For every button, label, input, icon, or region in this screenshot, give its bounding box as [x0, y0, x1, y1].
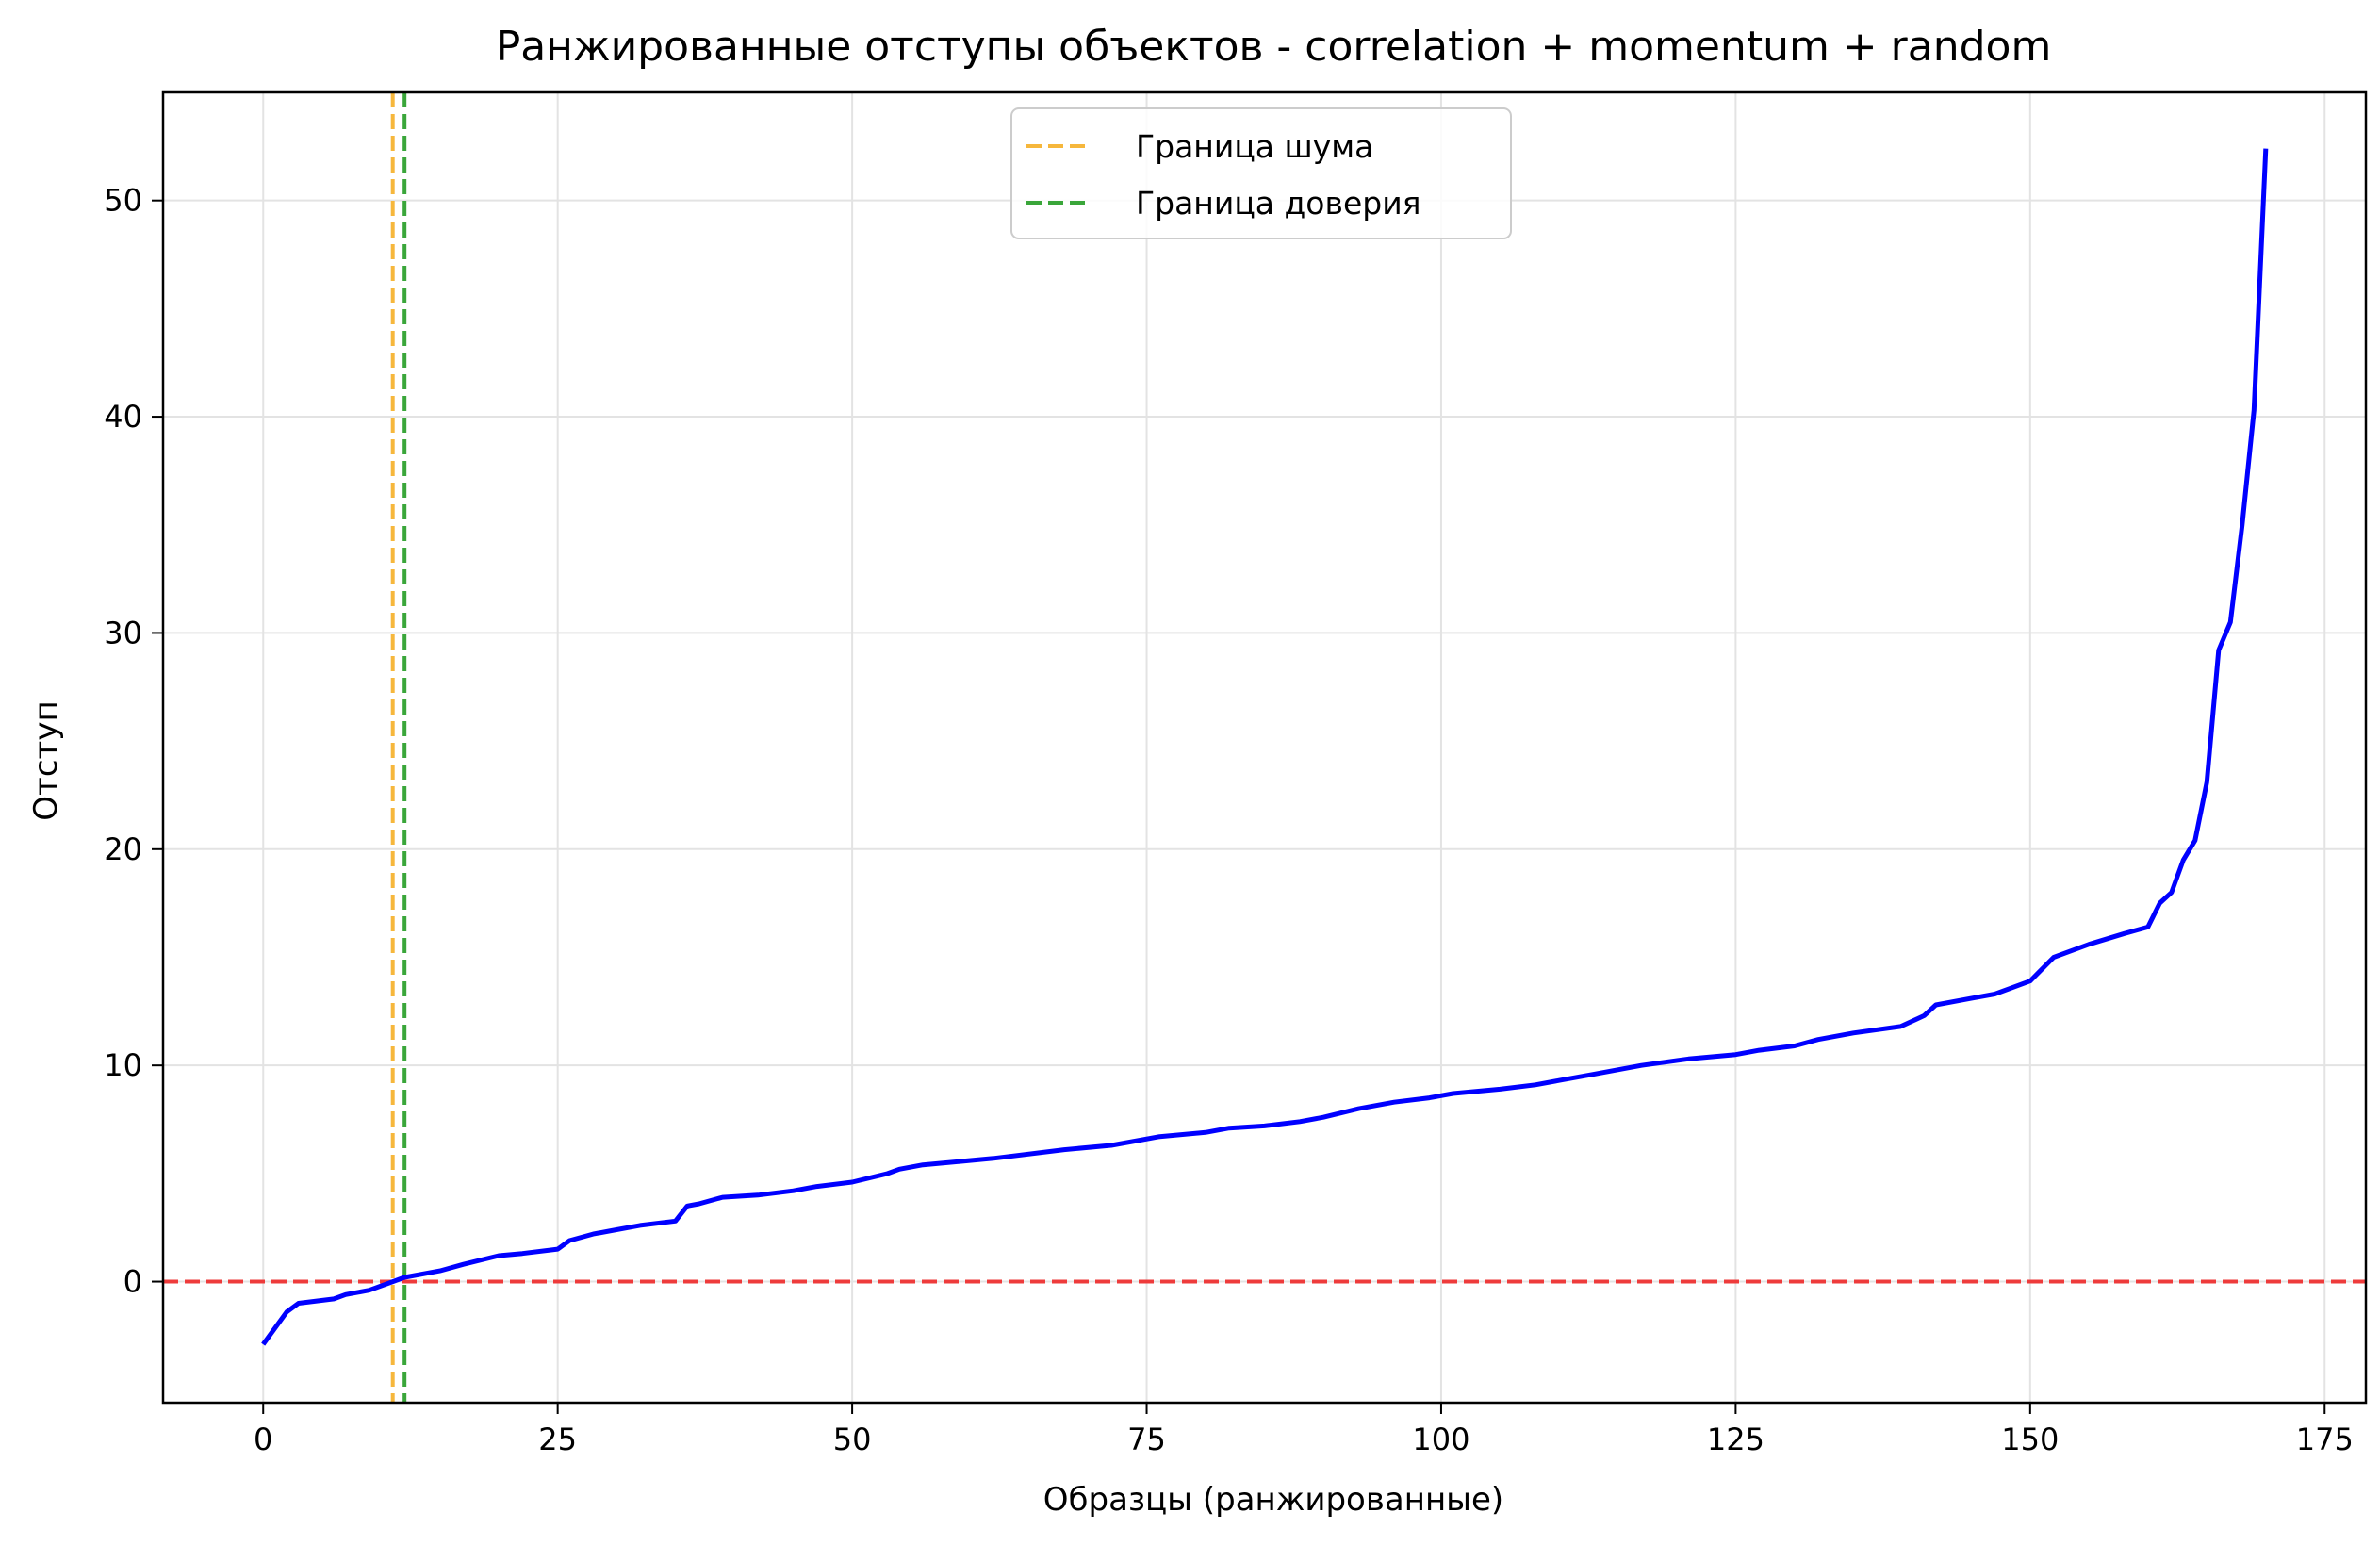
- x-tick-label: 0: [254, 1422, 272, 1457]
- legend-label: Граница доверия: [1136, 185, 1421, 222]
- x-tick-label: 50: [833, 1422, 872, 1457]
- series-layer: [261, 148, 2269, 1346]
- x-tick-label: 75: [1127, 1422, 1166, 1457]
- y-tick-label: 20: [104, 831, 142, 867]
- x-tick-label: 150: [2001, 1422, 2059, 1457]
- x-axis-ticks: 0 25 50 75 100 125 150 175: [254, 1403, 2354, 1457]
- chart-title: Ранжированные отступы объектов - correla…: [496, 23, 2052, 71]
- x-tick-label: 175: [2296, 1422, 2354, 1457]
- y-tick-label: 50: [104, 183, 142, 219]
- x-axis-label: Образцы (ранжированные): [1043, 1481, 1503, 1519]
- legend: Граница шума Граница доверия: [1010, 107, 1512, 239]
- legend-label: Граница шума: [1136, 128, 1373, 165]
- y-tick-label: 40: [104, 399, 142, 435]
- y-tick-label: 30: [104, 615, 142, 650]
- x-tick-label: 25: [538, 1422, 577, 1457]
- x-tick-label: 125: [1707, 1422, 1764, 1457]
- legend-box: [1010, 107, 1512, 239]
- margin-series-line: [261, 148, 2269, 1346]
- y-axis-ticks: 0 10 20 30 40 50: [104, 183, 163, 1300]
- y-axis-label: Отступ: [27, 700, 65, 820]
- x-tick-label: 100: [1412, 1422, 1469, 1457]
- y-tick-label: 0: [123, 1264, 142, 1300]
- plot-frame: [161, 90, 2368, 1405]
- y-tick-label: 10: [104, 1047, 142, 1083]
- reference-lines: [163, 92, 2366, 1403]
